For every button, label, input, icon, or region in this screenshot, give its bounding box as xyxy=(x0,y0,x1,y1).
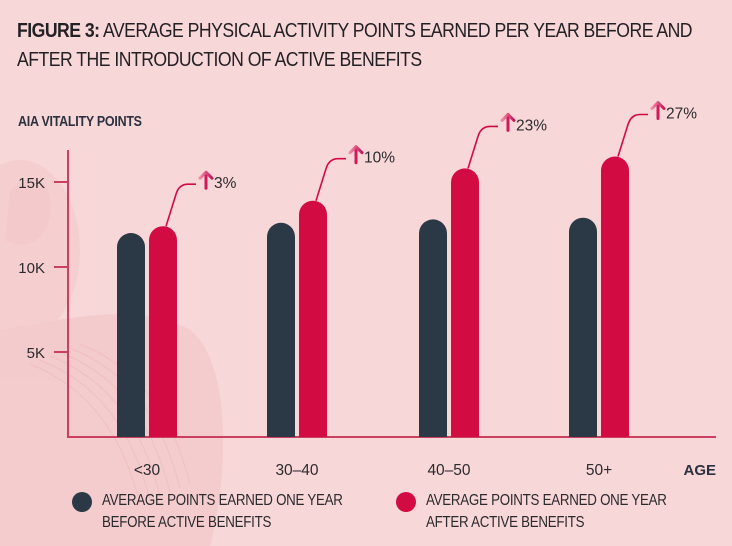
x-axis-title: AGE xyxy=(683,462,716,479)
legend-label-before: AVERAGE POINTS EARNED ONE YEAR BEFORE AC… xyxy=(102,492,343,531)
bar-chart: 5K 10K 15K <30 30–40 40–50 50+ 3% 10% 23% 27% AGE xyxy=(18,101,716,479)
x-tick-label: <30 xyxy=(134,462,161,479)
bar-before xyxy=(419,219,447,437)
percent-increase-label: 3% xyxy=(214,175,237,192)
legend-swatch-after xyxy=(396,492,416,512)
legend-item-after: AVERAGE POINTS EARNED ONE YEAR AFTER ACT… xyxy=(396,490,726,534)
bar-after xyxy=(601,156,629,437)
up-arrow-icon xyxy=(500,112,516,132)
y-tick-label: 5K xyxy=(27,345,45,362)
legend-swatch-before xyxy=(72,492,92,512)
annotation-leader xyxy=(617,113,648,157)
legend-item-before: AVERAGE POINTS EARNED ONE YEAR BEFORE AC… xyxy=(72,490,402,534)
bar-after xyxy=(149,226,177,437)
chart-title: FIGURE 3: AVERAGE PHYSICAL ACTIVITY POIN… xyxy=(17,16,731,74)
annotation-leader xyxy=(467,125,498,169)
y-tick-label: 10K xyxy=(18,260,45,277)
y-tick-label: 15K xyxy=(18,175,45,192)
x-tick-label: 50+ xyxy=(586,462,612,479)
percent-increase-label: 10% xyxy=(364,150,395,167)
up-arrow-icon xyxy=(198,170,214,190)
bar-before xyxy=(267,222,295,437)
up-arrow-icon xyxy=(348,145,364,165)
annotation-leader xyxy=(165,183,196,227)
legend: AVERAGE POINTS EARNED ONE YEAR BEFORE AC… xyxy=(72,490,732,534)
bar-before xyxy=(117,233,145,437)
figure-label: FIGURE 3: xyxy=(17,19,100,42)
bar-before xyxy=(569,217,597,437)
bar-after xyxy=(451,168,479,437)
annotation-leader xyxy=(315,157,346,201)
legend-label-after: AVERAGE POINTS EARNED ONE YEAR AFTER ACT… xyxy=(426,492,667,531)
figure-title-text: AVERAGE PHYSICAL ACTIVITY POINTS EARNED … xyxy=(17,19,693,71)
y-axis-title: AIA VITALITY POINTS xyxy=(18,114,142,130)
percent-increase-label: 27% xyxy=(666,106,697,123)
x-tick-label: 30–40 xyxy=(275,462,318,479)
percent-increase-label: 23% xyxy=(516,117,547,134)
bar-after xyxy=(299,200,327,437)
up-arrow-icon xyxy=(650,101,666,120)
x-tick-label: 40–50 xyxy=(427,462,470,479)
